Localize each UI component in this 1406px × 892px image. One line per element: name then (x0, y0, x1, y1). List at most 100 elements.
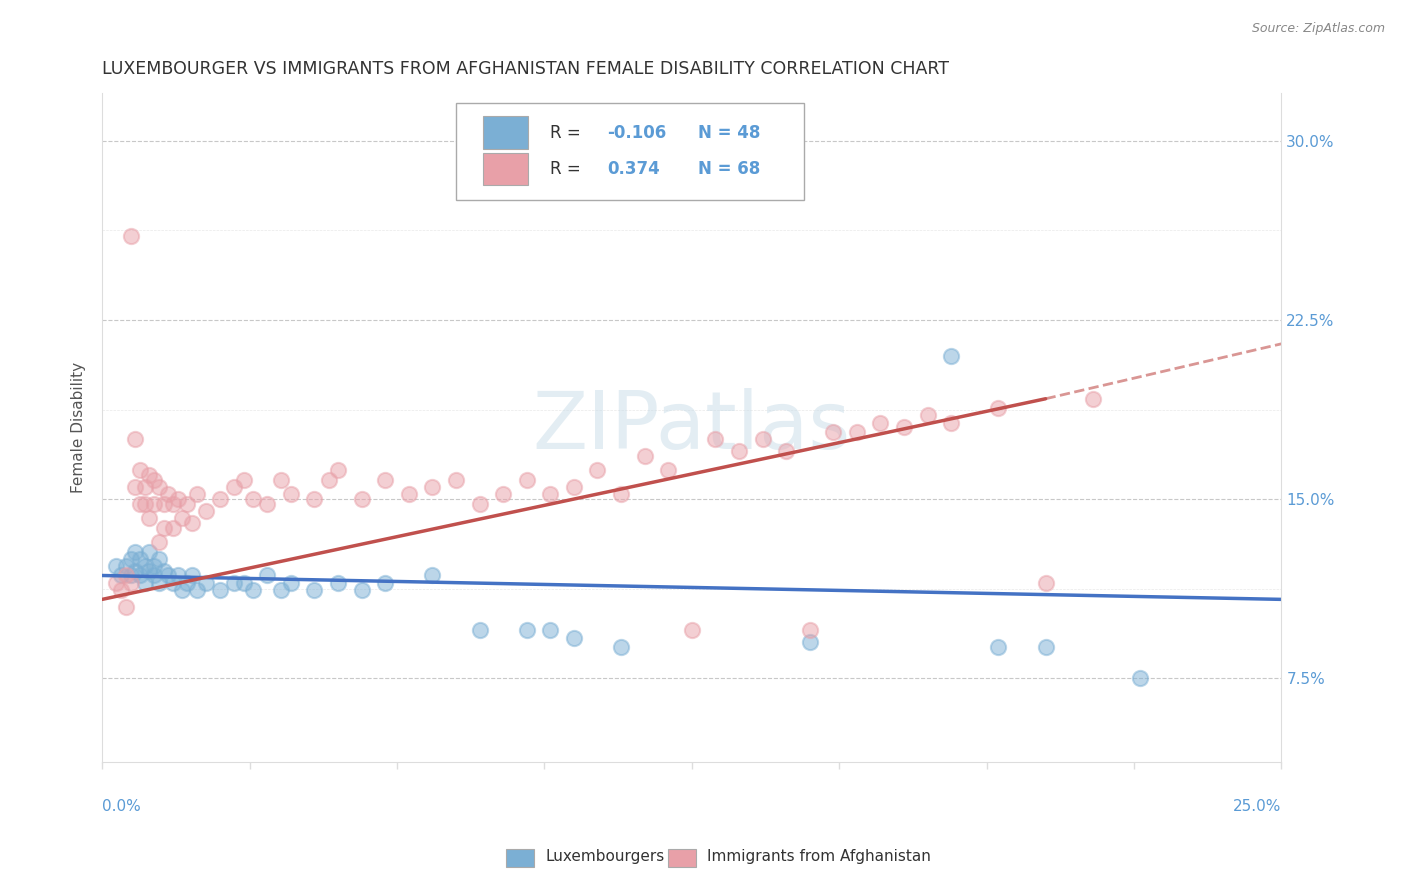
Text: 25.0%: 25.0% (1233, 798, 1281, 814)
Point (538, 624, 561, 638)
Point (562, 480, 585, 494)
Point (270, 582, 292, 597)
Point (120, 229, 142, 244)
Point (114, 558, 136, 573)
Point (176, 575, 198, 590)
Point (242, 491, 264, 506)
FancyBboxPatch shape (456, 103, 804, 200)
Point (256, 497, 278, 511)
Point (114, 599, 136, 614)
Point (143, 568, 166, 582)
Point (562, 631, 585, 645)
Point (917, 409, 939, 423)
Text: R =: R = (550, 123, 586, 142)
Text: Immigrants from Afghanistan: Immigrants from Afghanistan (707, 849, 931, 863)
Point (195, 575, 218, 590)
Point (422, 480, 444, 494)
Point (304, 582, 326, 597)
Point (120, 551, 142, 566)
Point (224, 480, 246, 494)
Point (422, 568, 444, 582)
Point (138, 468, 160, 483)
Point (468, 624, 491, 638)
Point (232, 575, 254, 590)
Point (110, 568, 132, 582)
Text: 0.374: 0.374 (607, 160, 659, 178)
Point (152, 497, 174, 511)
Point (1035, 575, 1057, 590)
Point (280, 487, 302, 501)
Point (492, 487, 515, 501)
Point (143, 558, 166, 573)
Text: N = 48: N = 48 (697, 123, 761, 142)
Point (176, 497, 198, 511)
Point (129, 551, 152, 566)
Text: N = 68: N = 68 (697, 160, 761, 178)
Point (120, 568, 142, 582)
Point (326, 463, 349, 477)
Point (124, 433, 146, 447)
Point (350, 582, 373, 597)
Point (1129, 671, 1152, 685)
Point (775, 444, 797, 458)
Point (110, 582, 132, 597)
Text: 0.0%: 0.0% (103, 798, 141, 814)
Point (398, 487, 420, 501)
Point (728, 444, 751, 458)
Point (516, 473, 538, 487)
Point (148, 480, 170, 494)
Point (869, 416, 891, 430)
Point (444, 473, 467, 487)
Point (166, 568, 188, 582)
Point (270, 473, 292, 487)
Point (180, 568, 202, 582)
Point (138, 564, 160, 578)
Point (704, 433, 727, 447)
Point (987, 401, 1010, 416)
Point (143, 473, 166, 487)
Point (941, 416, 963, 430)
Text: Luxembourgers: Luxembourgers (546, 849, 665, 863)
Point (751, 433, 773, 447)
Point (1035, 640, 1057, 654)
Point (186, 487, 208, 501)
Y-axis label: Female Disability: Female Disability (72, 362, 86, 493)
Point (209, 582, 232, 597)
Point (134, 575, 156, 590)
Text: Source: ZipAtlas.com: Source: ZipAtlas.com (1251, 22, 1385, 36)
Point (148, 551, 170, 566)
Point (304, 491, 326, 506)
Point (280, 575, 302, 590)
Point (845, 425, 868, 440)
Point (162, 521, 184, 535)
Point (374, 473, 396, 487)
Point (172, 511, 194, 525)
Point (799, 635, 821, 649)
Point (166, 491, 188, 506)
Point (823, 425, 845, 440)
Point (209, 491, 232, 506)
Point (134, 558, 156, 573)
Point (134, 497, 156, 511)
Point (129, 497, 152, 511)
Text: R =: R = (550, 160, 592, 178)
Point (516, 624, 538, 638)
Point (148, 535, 170, 549)
Point (232, 473, 254, 487)
Point (172, 582, 194, 597)
Point (114, 568, 136, 582)
Text: ZIPatlas: ZIPatlas (533, 388, 851, 467)
Point (224, 575, 246, 590)
Point (124, 564, 146, 578)
Point (124, 480, 146, 494)
Point (134, 480, 156, 494)
Point (610, 640, 633, 654)
Point (586, 463, 609, 477)
Point (152, 564, 174, 578)
Point (326, 575, 349, 590)
Point (186, 582, 208, 597)
Point (657, 463, 679, 477)
Point (180, 516, 202, 530)
Point (129, 568, 152, 582)
Point (129, 463, 152, 477)
